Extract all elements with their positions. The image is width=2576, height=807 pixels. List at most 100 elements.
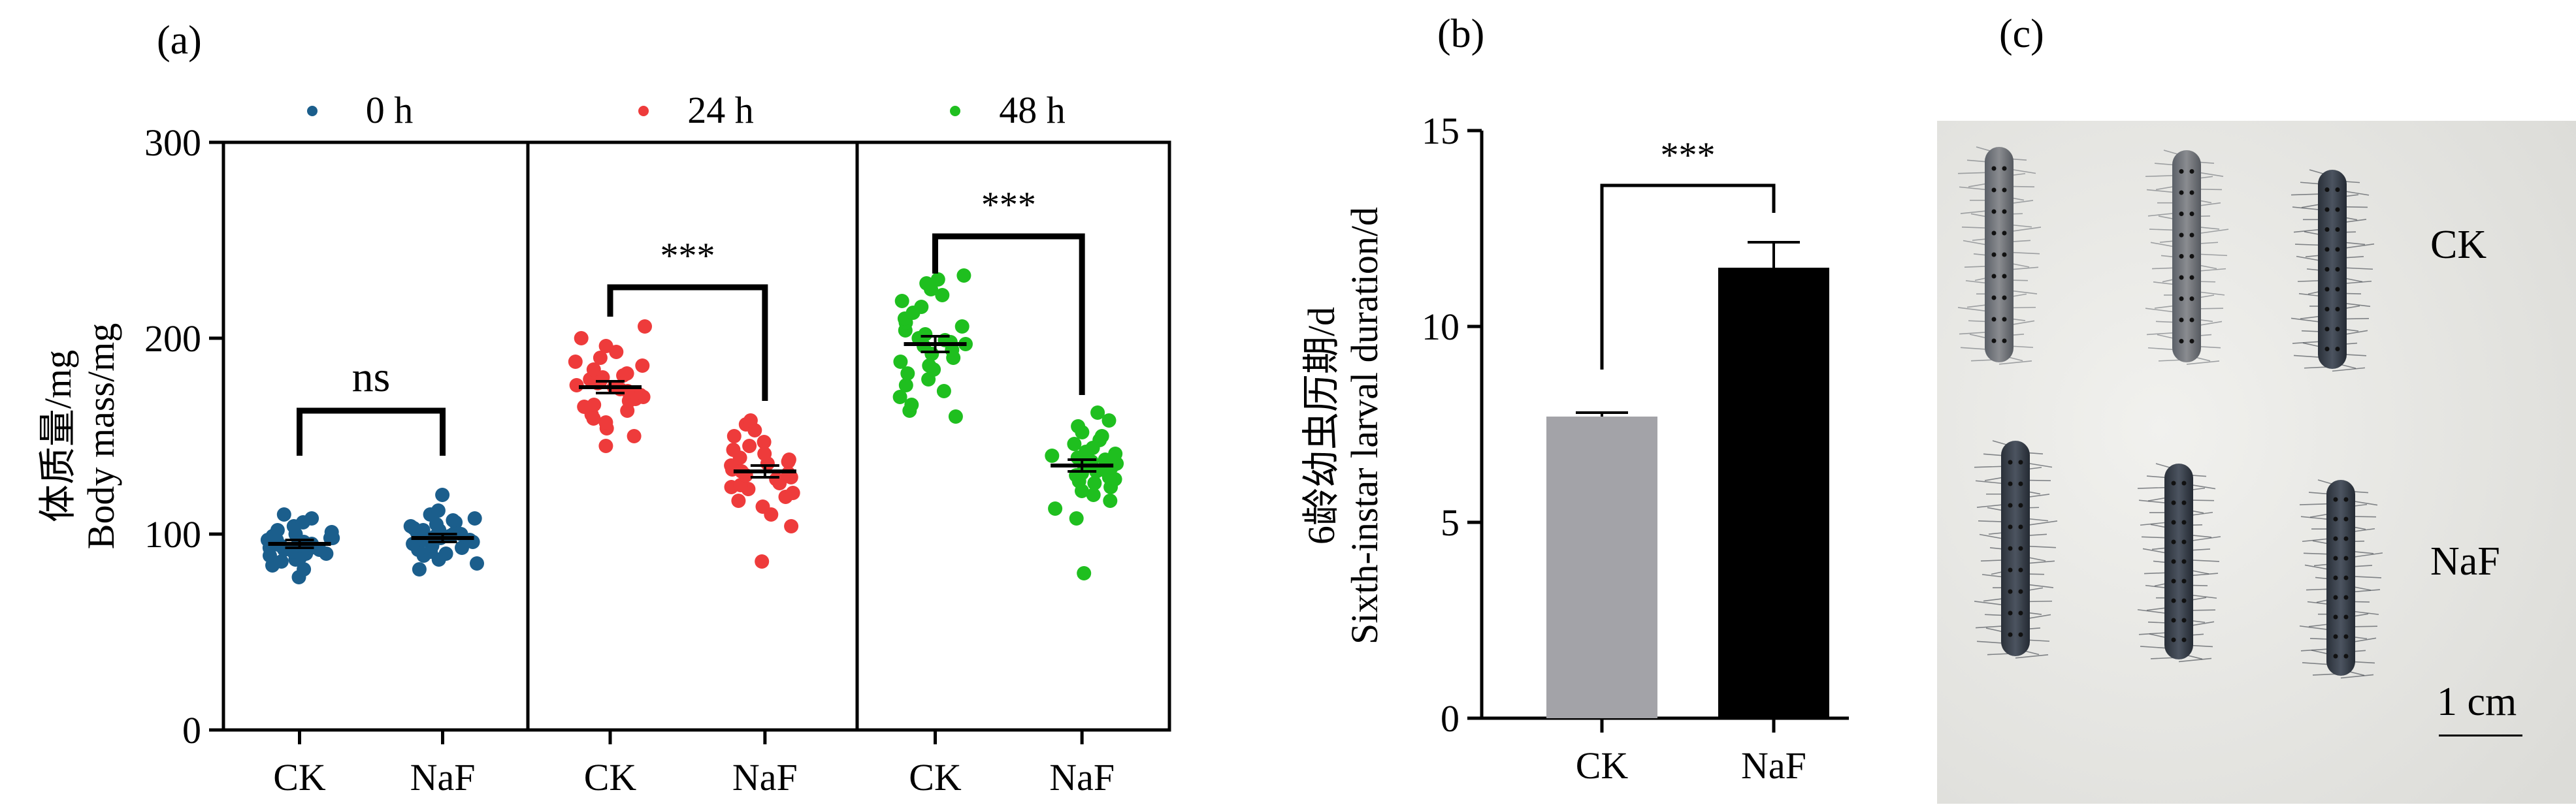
larva-spot <box>2018 567 2023 573</box>
larva-spot <box>2002 274 2007 279</box>
data-point <box>936 384 951 398</box>
larva-body <box>2172 150 2201 362</box>
larva-spot <box>2018 524 2023 530</box>
panel-a-frame <box>221 140 1171 732</box>
larva-spot <box>2333 497 2338 502</box>
larva-spot <box>2179 190 2184 195</box>
bar <box>1718 268 1829 718</box>
significance-bracket <box>932 233 1085 395</box>
larva-spot <box>1991 166 1997 171</box>
y-axis-label-en: Sixth-instar larval duration/d <box>1343 207 1386 644</box>
data-point <box>304 511 319 526</box>
larva-spot <box>1991 295 1997 300</box>
larva-spot <box>2008 503 2013 508</box>
larva <box>2299 479 2383 679</box>
larva-spot <box>2189 296 2194 301</box>
larva-spot <box>2181 637 2187 642</box>
data-point <box>1108 447 1123 461</box>
larva-spot <box>2181 559 2187 564</box>
panel-b-chart: 0 5 10 15 6龄幼虫历期/d Sixth-instar larval durati… <box>1300 110 1849 787</box>
larva-spot <box>2179 275 2184 280</box>
x-tick-label: CK <box>584 756 637 799</box>
larva-spot <box>2335 267 2340 272</box>
legend-marker <box>307 106 318 116</box>
larva-spot <box>2171 559 2176 564</box>
x-tick-label: CK <box>1576 744 1629 787</box>
significance-label: ns <box>352 353 391 401</box>
larva-spot <box>2333 575 2338 580</box>
larva-spot <box>1991 187 1997 193</box>
y-tick-label: 200 <box>144 317 201 360</box>
larva-spot <box>2181 539 2187 545</box>
scale-bar <box>2439 735 2522 736</box>
larva-spot <box>2335 247 2340 252</box>
panel-b-label: (b) <box>1437 12 1484 56</box>
larva-spot <box>2324 307 2330 311</box>
larva-spot <box>2002 317 2007 322</box>
data-point <box>1077 566 1092 580</box>
data-point <box>1103 494 1118 508</box>
data-point <box>919 276 934 291</box>
data-point <box>638 319 652 334</box>
data-point <box>1101 413 1117 428</box>
larva-spot <box>2018 632 2023 637</box>
significance-bracket <box>297 407 446 456</box>
larva-spot <box>2189 232 2194 238</box>
data-point <box>922 358 937 373</box>
larva <box>2145 150 2229 365</box>
larva-spot <box>2181 500 2187 505</box>
data-point <box>324 525 339 539</box>
legend-label: 48 h <box>999 89 1066 131</box>
y-tick-label: 0 <box>1441 697 1459 740</box>
larva-spot <box>2171 481 2176 486</box>
data-point <box>1086 488 1101 502</box>
data-point <box>930 272 945 287</box>
bar <box>1546 417 1657 718</box>
larva-spot <box>2189 339 2194 343</box>
x-tick-label: CK <box>909 756 962 799</box>
panel-a-label: (a) <box>157 18 202 63</box>
y-tick-label: 5 <box>1441 501 1459 544</box>
larva-spot <box>2179 212 2184 216</box>
larva-spot <box>2335 347 2340 351</box>
data-point <box>435 488 450 502</box>
larva-hair <box>2332 367 2366 372</box>
y-axis-label-group: 体质量/mg Body mass/mg <box>37 323 122 549</box>
y-tick-label: 0 <box>182 709 201 752</box>
larva-spot <box>2179 169 2184 174</box>
data-point <box>731 494 746 508</box>
panel-a-chart: 0 100 200 300 体质量/mg Body mass/mg 0 h CK NaF ns 24… <box>37 89 1171 799</box>
y-tick-label: 10 <box>1422 306 1459 348</box>
larva-spot <box>2335 287 2340 292</box>
larva-spot <box>2335 326 2340 332</box>
larva-spot <box>2008 460 2013 465</box>
data-point <box>1048 501 1063 516</box>
larva-spot <box>2324 207 2330 212</box>
larva-body <box>1985 147 2014 362</box>
data-point <box>1087 476 1102 490</box>
data-point <box>598 339 613 353</box>
larva-spot <box>2189 275 2194 280</box>
larva-body <box>2326 480 2355 676</box>
larva-spot <box>2333 654 2338 659</box>
photo-background <box>1937 121 2576 804</box>
data-point <box>742 439 757 453</box>
larva-spot <box>2171 618 2176 623</box>
larva-spot <box>2181 578 2187 584</box>
scale-bar-label: 1 cm <box>2437 680 2517 724</box>
larva-spot <box>2335 187 2340 192</box>
larva-hair <box>2186 360 2220 365</box>
larva-spot <box>2008 610 2013 616</box>
larva-spot <box>2333 556 2338 561</box>
larva-spot <box>2002 295 2007 300</box>
significance-label: *** <box>1661 135 1716 176</box>
data-point <box>431 503 446 518</box>
significance-label: *** <box>981 185 1036 225</box>
larva-spot <box>2324 187 2330 192</box>
larva-spot <box>2018 503 2023 508</box>
data-point <box>948 409 963 424</box>
larva-spot <box>2333 536 2338 541</box>
larva-spot <box>2018 481 2023 486</box>
larva-spot <box>2171 520 2176 525</box>
panel-c-label: (c) <box>1999 12 2044 56</box>
